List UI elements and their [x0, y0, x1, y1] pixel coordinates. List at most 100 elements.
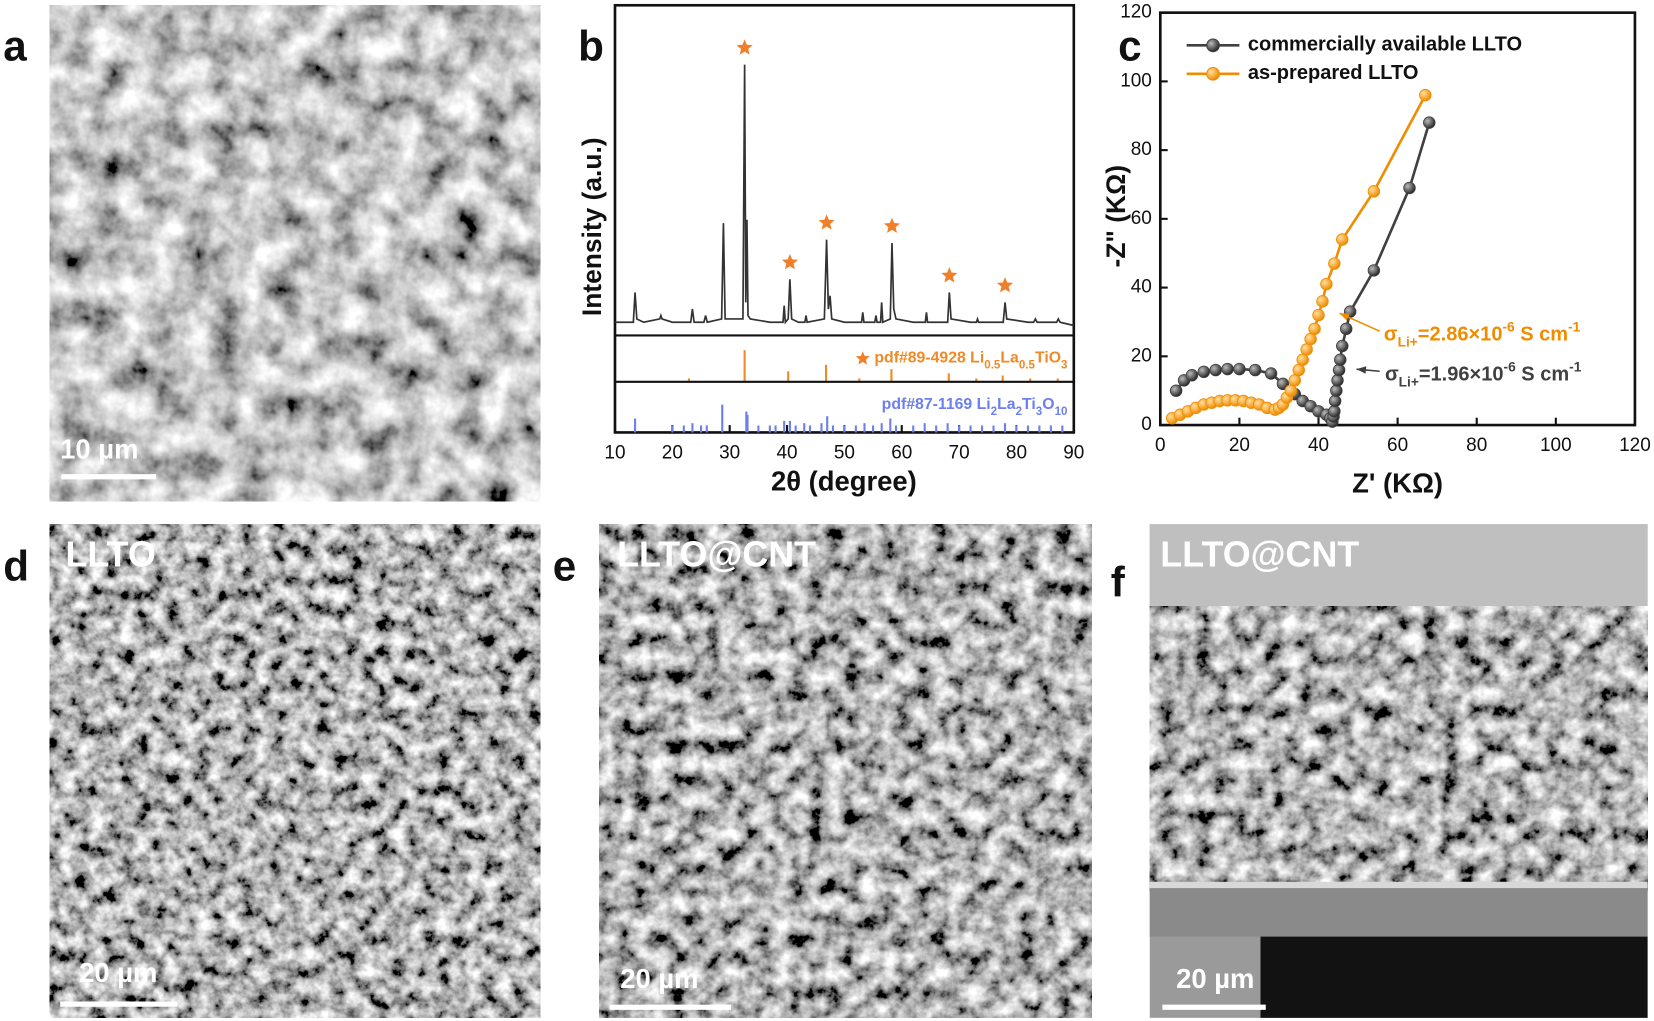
annotation-part: -6 — [1502, 320, 1515, 335]
panel-label: f — [1111, 559, 1126, 606]
annotation-arrowhead — [1339, 313, 1350, 321]
sem-substrate — [1149, 883, 1648, 937]
panel-label: a — [3, 23, 27, 70]
annotation-part: S cm — [1515, 324, 1568, 346]
x-tick-label: 90 — [1063, 443, 1084, 464]
data-point — [1284, 384, 1298, 397]
data-point — [1312, 308, 1325, 322]
y-tick-label: 20 — [1131, 345, 1152, 366]
peak-marker — [941, 267, 958, 283]
y-tick-label: 100 — [1120, 70, 1152, 91]
data-point — [1332, 363, 1346, 377]
data-point — [1197, 365, 1211, 379]
label-part: La — [1000, 350, 1019, 367]
data-point — [1419, 88, 1432, 102]
data-point — [1336, 233, 1349, 246]
data-point — [1339, 322, 1353, 336]
panel-label: b — [578, 23, 604, 70]
x-tick-label: 50 — [834, 443, 855, 464]
x-tick-label: 60 — [1387, 435, 1408, 456]
label-part: La — [997, 396, 1016, 413]
series-line — [614, 64, 1075, 327]
data-point — [1300, 343, 1313, 356]
panel-label: e — [553, 543, 576, 590]
peak-marker — [781, 253, 798, 270]
annotation-arrowhead — [1356, 366, 1367, 374]
panel-label: c — [1118, 23, 1141, 70]
panel-label: d — [3, 543, 29, 590]
data-point — [1308, 322, 1321, 336]
data-point — [1328, 405, 1341, 418]
sample-title: LLTO@CNT — [617, 534, 816, 574]
data-point — [1169, 384, 1183, 397]
x-tick-label: 80 — [1466, 435, 1487, 456]
label-part: pdf#89-4928 — [874, 350, 970, 367]
scale-bar-label: 20 µm — [620, 963, 698, 994]
x-axis-label: 2θ (degree) — [771, 465, 917, 496]
annotation-part: -6 — [1504, 360, 1517, 375]
label-part: 3 — [1036, 405, 1043, 418]
label-part: 10 — [1055, 405, 1068, 418]
data-point — [1423, 116, 1436, 129]
x-tick-label: 10 — [604, 443, 625, 464]
label-part: 2 — [1016, 405, 1022, 418]
x-tick-label: 0 — [1155, 435, 1166, 456]
data-point — [1328, 394, 1342, 408]
sample-title: LLTO — [65, 534, 155, 574]
annotation-part: =1.96×10 — [1419, 364, 1504, 386]
legend-label: as-prepared LLTO — [1248, 62, 1419, 84]
peak-marker — [736, 39, 753, 55]
x-tick-label: 120 — [1619, 435, 1651, 456]
reference-label: pdf#87-1169 Li2La2Ti3O10 — [882, 396, 1068, 417]
x-tick-label: 80 — [1006, 443, 1027, 464]
scale-bar-label: 10 µm — [60, 434, 138, 465]
data-point — [1185, 369, 1199, 382]
annotation-part: σ — [1385, 364, 1399, 386]
data-point — [1233, 362, 1246, 376]
y-tick-label: 0 — [1141, 414, 1152, 435]
data-point — [1367, 185, 1381, 198]
sem-image — [1149, 606, 1648, 892]
data-point — [1328, 257, 1341, 270]
data-point — [1336, 339, 1349, 353]
data-point — [1367, 264, 1381, 277]
legend-marker — [1206, 66, 1220, 81]
annotation-part: S cm — [1516, 364, 1569, 386]
annotation-part: -1 — [1568, 320, 1581, 335]
annotation-part: Li+ — [1398, 335, 1418, 350]
data-point — [1334, 353, 1347, 366]
x-tick-label: 100 — [1540, 435, 1572, 456]
annotation-part: -1 — [1569, 360, 1582, 375]
x-axis-label: Z' (KΩ) — [1352, 467, 1443, 498]
data-point — [1316, 295, 1329, 308]
sem-image — [599, 524, 1092, 1018]
label-part: pdf#87-1169 — [882, 396, 977, 413]
sem-substrate-edge — [1149, 881, 1648, 889]
data-point — [1221, 362, 1234, 376]
label-part: Ti — [1022, 396, 1036, 413]
x-tick-label: 20 — [1229, 435, 1250, 456]
label-part: 2 — [991, 405, 997, 418]
sem-image — [49, 524, 541, 1018]
label-part: 0.5 — [1019, 358, 1036, 371]
data-point — [1249, 363, 1262, 377]
annotation: σLi+=1.96×10-6 S cm-1 — [1385, 360, 1582, 390]
data-point — [1209, 363, 1222, 377]
data-point — [1330, 384, 1343, 397]
x-tick-label: 70 — [949, 443, 970, 464]
y-tick-label: 80 — [1131, 139, 1152, 160]
x-tick-label: 40 — [776, 443, 797, 464]
scale-bar-label: 20 µm — [79, 957, 157, 988]
annotation-part: =2.86×10 — [1418, 324, 1503, 346]
y-tick-label: 60 — [1131, 208, 1152, 229]
peak-marker — [818, 214, 835, 230]
sem-background-top — [1149, 524, 1648, 620]
data-point — [1276, 377, 1290, 391]
x-tick-label: 60 — [891, 443, 912, 464]
peak-marker — [883, 217, 900, 233]
data-point — [1403, 181, 1416, 195]
y-tick-label: 120 — [1120, 2, 1152, 23]
annotation-part: Li+ — [1399, 375, 1419, 390]
plot-frame — [613, 3, 1076, 434]
